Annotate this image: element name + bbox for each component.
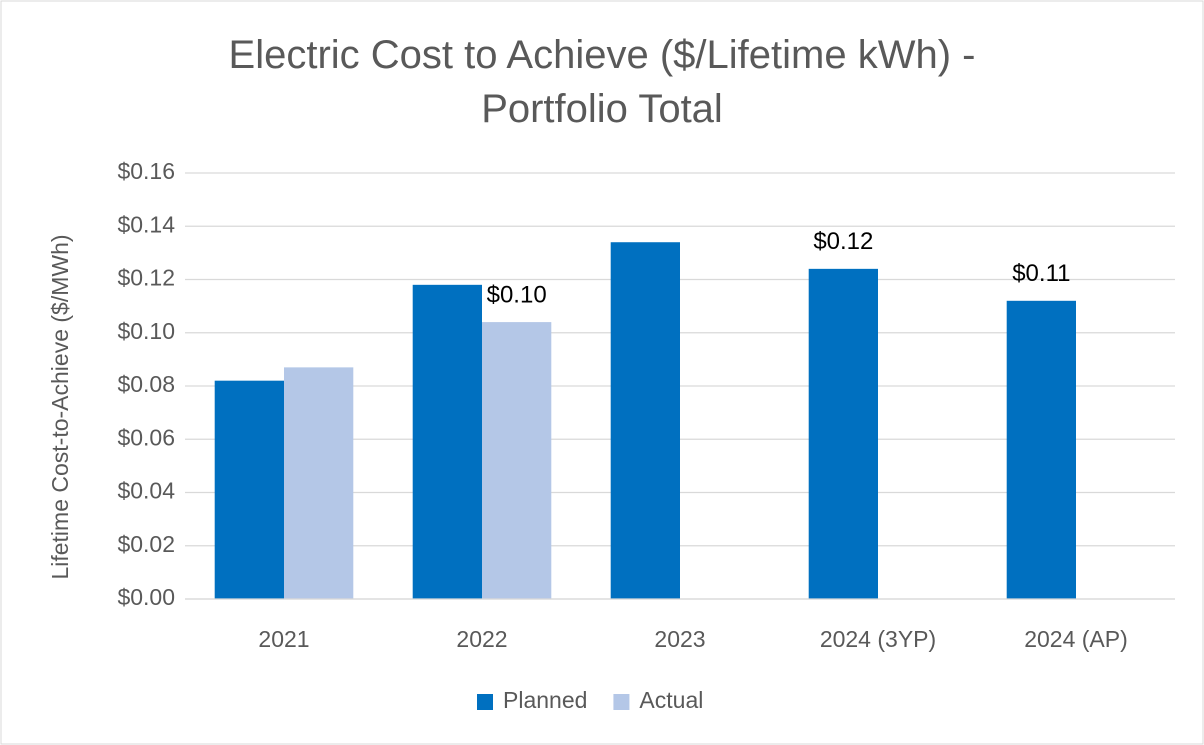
y-tick-label: $0.00 bbox=[117, 584, 175, 610]
bar bbox=[808, 268, 878, 599]
data-label: $0.10 bbox=[487, 281, 547, 308]
y-tick-label: $0.02 bbox=[117, 531, 175, 557]
x-tick-label: 2023 bbox=[654, 626, 705, 652]
bar bbox=[284, 367, 354, 599]
y-tick-label: $0.14 bbox=[117, 211, 175, 237]
y-tick-label: $0.06 bbox=[117, 424, 175, 450]
bar bbox=[214, 380, 284, 599]
y-axis-label: Lifetime Cost-to-Achieve ($/MWh) bbox=[47, 234, 73, 579]
x-tick-label: 2024 (3YP) bbox=[820, 626, 936, 652]
data-label: $0.11 bbox=[1012, 260, 1070, 287]
chart-title: Electric Cost to Achieve ($/Lifetime kWh… bbox=[228, 33, 976, 131]
bar bbox=[1006, 300, 1076, 599]
legend-label: Actual bbox=[639, 687, 703, 713]
bar bbox=[482, 322, 552, 599]
y-tick-label: $0.16 bbox=[117, 158, 175, 184]
x-tick-label: 2022 bbox=[456, 626, 507, 652]
legend-swatch bbox=[613, 694, 630, 710]
x-tick-label: 2024 (AP) bbox=[1024, 626, 1128, 652]
legend-label: Planned bbox=[503, 687, 587, 713]
y-tick-label: $0.08 bbox=[117, 371, 175, 397]
x-tick-label: 2021 bbox=[258, 626, 309, 652]
bar bbox=[412, 284, 482, 599]
y-tick-label: $0.10 bbox=[117, 318, 175, 344]
legend-swatch bbox=[477, 694, 493, 710]
y-tick-label: $0.04 bbox=[117, 478, 175, 504]
bar bbox=[610, 242, 680, 599]
y-tick-label: $0.12 bbox=[117, 265, 175, 291]
data-label: $0.12 bbox=[813, 228, 873, 255]
